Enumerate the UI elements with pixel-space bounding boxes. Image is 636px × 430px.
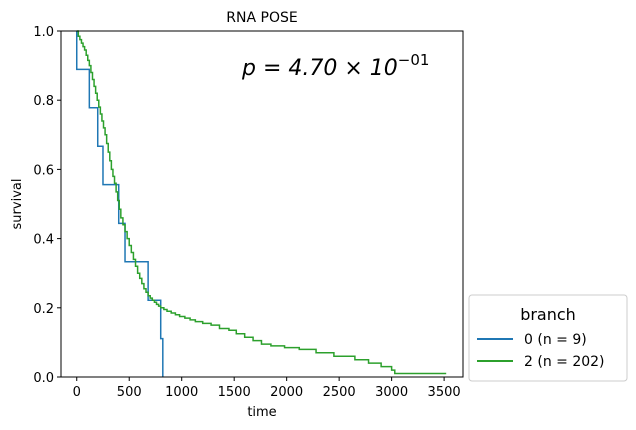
x-tick-label-500: 500 [117, 385, 142, 400]
y-tick-label-1.0: 1.0 [33, 25, 54, 40]
y-tick-label-0.6: 0.6 [33, 163, 54, 178]
legend-entry-series-2: 2 (n = 202) [524, 354, 605, 370]
x-tick-label-2500: 2500 [323, 385, 356, 400]
p-value-text: p = 4.70 × 10−01 [241, 51, 429, 81]
x-tick-label-3500: 3500 [428, 385, 461, 400]
x-axis-label: time [247, 405, 276, 420]
legend-entry-series-0: 0 (n = 9) [524, 332, 587, 348]
p-value-annotation: p = 4.70 × 10−01 [241, 51, 429, 81]
legend: branch 0 (n = 9) 2 (n = 202) [468, 294, 628, 382]
x-tick-label-0: 0 [73, 385, 81, 400]
y-tick-label-0.2: 0.2 [33, 302, 54, 317]
series-line-0 [75, 31, 164, 377]
y-tick-label-0.8: 0.8 [33, 94, 54, 109]
x-tick-label-2000: 2000 [270, 385, 303, 400]
legend-title: branch [520, 305, 576, 324]
y-axis-label: survival [10, 179, 25, 230]
x-tick-label-1000: 1000 [165, 385, 198, 400]
p-value-exponent: −01 [398, 51, 430, 69]
chart-title: RNA POSE [226, 10, 297, 26]
x-tick-label-1500: 1500 [218, 385, 251, 400]
axes-frame [60, 30, 464, 378]
x-tick-label-3000: 3000 [375, 385, 408, 400]
y-tick-label-0.0: 0.0 [33, 371, 54, 386]
plot-area: 0 500 1000 1500 2000 2500 3000 3500 0.0 0.2 0.4 0.6… [10, 25, 464, 420]
series-line-2 [76, 30, 447, 375]
legend-frame [468, 294, 628, 382]
y-tick-label-0.4: 0.4 [33, 233, 54, 248]
p-value-prefix: p = 4.70 × 10 [241, 56, 398, 81]
